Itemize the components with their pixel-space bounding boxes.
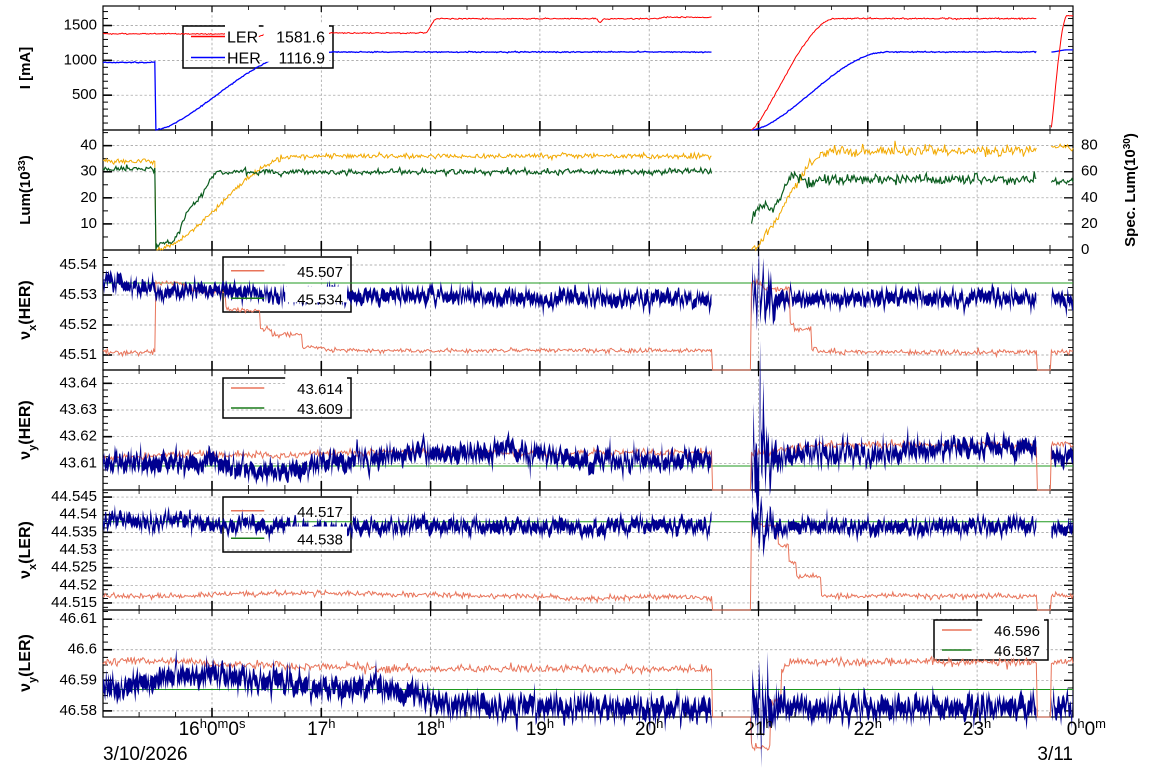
svg-text:LER: LER (227, 30, 258, 47)
svg-text:43.61: 43.61 (59, 454, 97, 471)
svg-text:45.51: 45.51 (59, 346, 97, 363)
svg-text:500: 500 (72, 86, 97, 103)
svg-text:3/10/2026: 3/10/2026 (103, 744, 188, 765)
svg-text:3/11: 3/11 (1037, 744, 1073, 765)
svg-text:43.62: 43.62 (59, 428, 97, 445)
svg-text:1581.6: 1581.6 (276, 30, 325, 47)
svg-text:46.61: 46.61 (59, 610, 97, 627)
svg-text:10: 10 (80, 215, 97, 232)
svg-text:44.517: 44.517 (297, 504, 343, 521)
svg-text:46.59: 46.59 (59, 671, 97, 688)
svg-text:45.52: 45.52 (59, 316, 97, 333)
svg-text:45.54: 45.54 (59, 256, 97, 273)
svg-text:20: 20 (80, 189, 97, 206)
svg-text:40: 40 (80, 137, 97, 154)
svg-text:45.53: 45.53 (59, 286, 97, 303)
svg-text:44.545: 44.545 (51, 488, 97, 505)
svg-text:1000: 1000 (64, 51, 97, 68)
svg-text:1500: 1500 (64, 17, 97, 34)
svg-text:44.52: 44.52 (59, 576, 97, 593)
svg-text:1116.9: 1116.9 (278, 51, 325, 68)
svg-text:45.534: 45.534 (297, 291, 343, 308)
svg-text:44.525: 44.525 (51, 559, 97, 576)
svg-text:46.58: 46.58 (59, 702, 97, 719)
svg-text:46.6: 46.6 (68, 641, 97, 658)
svg-text:60: 60 (1081, 163, 1098, 180)
svg-text:80: 80 (1081, 137, 1098, 154)
svg-text:44.535: 44.535 (51, 523, 97, 540)
svg-text:0: 0 (1081, 241, 1089, 258)
svg-text:20: 20 (1081, 215, 1098, 232)
svg-text:46.587: 46.587 (994, 643, 1040, 660)
svg-text:43.614: 43.614 (297, 381, 343, 398)
svg-text:43.64: 43.64 (59, 374, 97, 391)
svg-text:44.515: 44.515 (51, 594, 97, 611)
svg-text:43.63: 43.63 (59, 401, 97, 418)
svg-text:Spec. Lum(1030): Spec. Lum(1030) (1122, 133, 1140, 247)
svg-text:44.53: 44.53 (59, 541, 97, 558)
svg-text:43.609: 43.609 (297, 401, 343, 418)
svg-text:30: 30 (80, 163, 97, 180)
svg-text:46.596: 46.596 (994, 623, 1040, 640)
svg-text:44.54: 44.54 (59, 506, 97, 523)
svg-text:40: 40 (1081, 189, 1098, 206)
svg-text:16h0m0s: 16h0m0s (179, 716, 246, 741)
svg-text:I [mA]: I [mA] (17, 47, 34, 90)
svg-text:HER: HER (227, 51, 261, 68)
svg-text:45.507: 45.507 (297, 264, 343, 281)
svg-text:44.538: 44.538 (297, 531, 343, 548)
